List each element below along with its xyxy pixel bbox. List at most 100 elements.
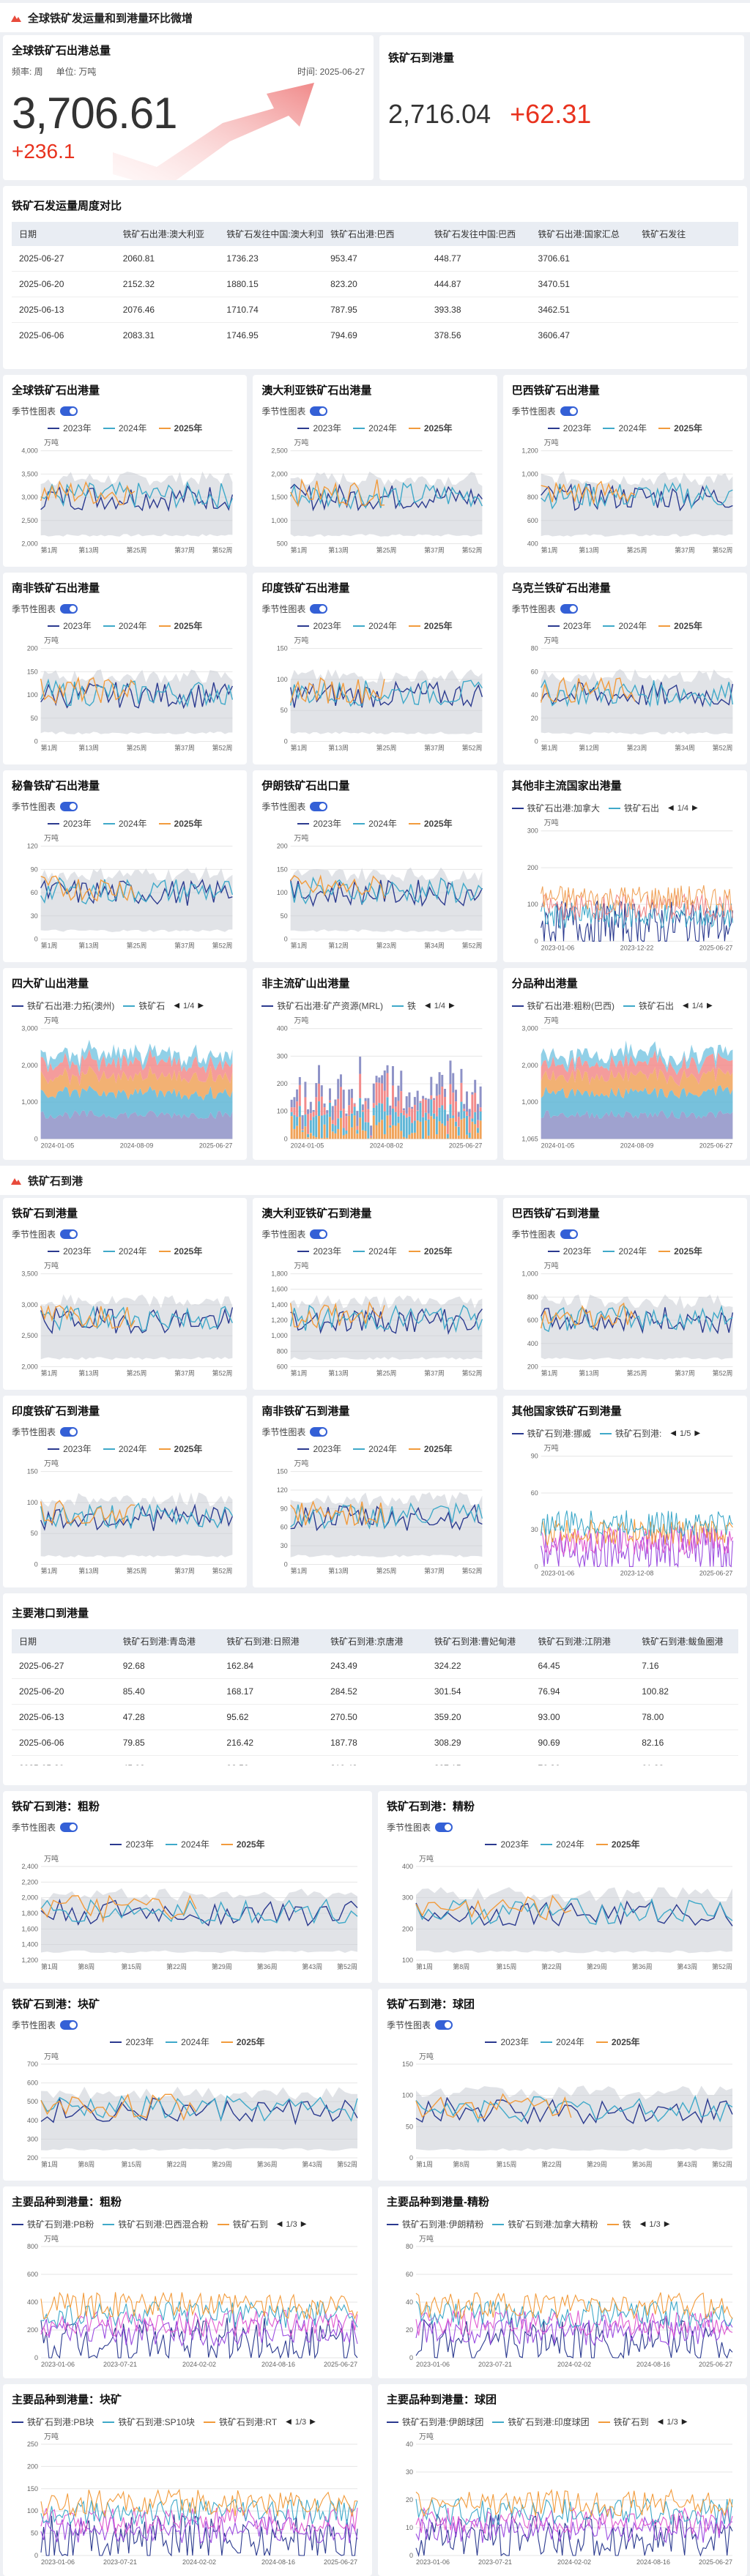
seasonal-toggle[interactable]: 季节性图表 [12,405,238,417]
next-page-icon[interactable]: ▶ [449,1002,455,1010]
seasonal-toggle[interactable]: 季节性图表 [12,603,238,615]
toggle-switch[interactable] [60,1427,78,1437]
legend-item-2024[interactable]: 2024年 [541,1838,584,1850]
chart-legend[interactable]: 铁矿石出港:矿产资源(MRL)铁◀1/4▶ [261,999,488,1012]
chart-plot[interactable]: 1,000800600400200第1周第13周第25周第37周第52周 [512,1270,738,1380]
chart-plot[interactable]: 200150100500第1周第12周第23周第34周第52周 [261,843,488,953]
legend-pager[interactable]: ◀1/3▶ [277,2218,307,2230]
legend-item-2023[interactable]: 2023年 [297,619,341,632]
next-page-icon[interactable]: ▶ [301,2220,307,2228]
seasonal-toggle[interactable]: 季节性图表 [12,1228,238,1240]
legend-item-2023[interactable]: 2023年 [48,422,92,434]
prev-page-icon[interactable]: ◀ [425,1002,431,1010]
chart-plot[interactable]: 2,5002,0001,5001,000500第1周第13周第25周第37周第5… [261,447,488,557]
legend-pager[interactable]: ◀1/3▶ [286,2416,316,2428]
chart-plot[interactable]: 200150100500第1周第13周第25周第37周第52周 [12,645,238,755]
legend-item[interactable]: 铁矿石出港:力拓(澳州) [12,999,114,1012]
prev-page-icon[interactable]: ◀ [640,2220,646,2228]
prev-page-icon[interactable]: ◀ [658,2418,664,2426]
table-header-cell[interactable]: 铁矿石到港:青岛港 [116,1629,220,1653]
next-page-icon[interactable]: ▶ [707,1002,713,1010]
legend-item[interactable]: 铁 [392,999,416,1012]
toggle-switch[interactable] [310,406,327,416]
seasonal-toggle[interactable]: 季节性图表 [12,800,238,813]
chart-plot[interactable]: 1,2001,000800600400第1周第13周第25周第37周第52周 [512,447,738,557]
toggle-switch[interactable] [60,406,78,416]
chart-legend[interactable]: 铁矿石到港:PB粉铁矿石到港:巴西混合粉铁矿石到◀1/3▶ [12,2218,363,2230]
legend-item-2024[interactable]: 2024年 [103,422,147,434]
chart-plot[interactable]: 150100500第1周第13周第25周第37周第52周 [261,645,488,755]
toggle-switch[interactable] [435,1823,453,1832]
chart-plot[interactable]: 1501209060300第1周第13周第25周第37周第52周 [261,1468,488,1578]
chart-legend[interactable]: 铁矿石到港:伊朗球团铁矿石到港:印度球团铁矿石到◀1/3▶ [387,2416,738,2428]
legend-item-2025[interactable]: 2025年 [409,422,453,434]
chart-legend[interactable]: 铁矿石到港:伊朗精粉铁矿石到港:加拿大精粉铁◀1/3▶ [387,2218,738,2230]
chart-plot[interactable]: 150100500第1周第13周第25周第37周第52周 [12,1468,238,1578]
chart-plot[interactable]: 1209060300第1周第13周第25周第37周第52周 [12,843,238,953]
legend-item[interactable]: 铁矿石出港:加拿大 [512,802,600,814]
table-header-cell[interactable]: 铁矿石出港:澳大利亚 [116,222,220,246]
seasonal-toggle[interactable]: 季节性图表 [512,405,738,417]
seasonal-toggle[interactable]: 季节性图表 [387,1821,738,1834]
legend-item-2023[interactable]: 2023年 [548,422,592,434]
next-page-icon[interactable]: ▶ [198,1002,204,1010]
toggle-switch[interactable] [60,1823,78,1832]
legend-pager[interactable]: ◀1/4▶ [425,999,455,1012]
toggle-switch[interactable] [310,802,327,811]
prev-page-icon[interactable]: ◀ [174,1002,179,1010]
legend-pager[interactable]: ◀1/4▶ [174,999,204,1012]
seasonal-toggle[interactable]: 季节性图表 [12,2019,363,2031]
legend-item-2023[interactable]: 2023年 [297,817,341,830]
chart-plot[interactable]: 806040200第1周第12周第23周第34周第52周 [512,645,738,755]
chart-plot[interactable]: 3,5003,0002,5002,000第1周第13周第25周第37周第52周 [12,1270,238,1380]
toggle-switch[interactable] [435,2020,453,2030]
chart-legend[interactable]: 铁矿石出港:加拿大铁矿石出◀1/4▶ [512,802,738,814]
legend-item-2025[interactable]: 2025年 [159,1245,203,1257]
seasonal-toggle[interactable]: 季节性图表 [261,405,488,417]
legend-item-2025[interactable]: 2025年 [596,2036,640,2048]
legend-item-2023[interactable]: 2023年 [110,2036,154,2048]
legend-pager[interactable]: ◀1/4▶ [683,999,713,1012]
legend-item-2023[interactable]: 2023年 [297,422,341,434]
table-row[interactable]: 2025-05-3045.0292.56219.43327.1576.3661.… [12,1756,738,1766]
legend-item[interactable]: 铁 [607,2218,631,2230]
legend-pager[interactable]: ◀1/3▶ [658,2416,688,2428]
legend-item-2023[interactable]: 2023年 [48,619,92,632]
legend-item-2024[interactable]: 2024年 [603,619,647,632]
chart-plot[interactable]: 4,0003,5003,0002,5002,000第1周第13周第25周第37周… [12,447,238,557]
legend-item-2025[interactable]: 2025年 [159,1443,203,1455]
legend-item-2024[interactable]: 2024年 [166,2036,209,2048]
seasonal-toggle[interactable]: 季节性图表 [261,800,488,813]
legend-item[interactable]: 铁矿石出港:粗粉(巴西) [512,999,615,1012]
legend-item-2024[interactable]: 2024年 [103,1245,147,1257]
legend-item-2024[interactable]: 2024年 [103,619,147,632]
chart-legend[interactable]: 铁矿石出港:粗粉(巴西) 铁矿石出 ◀1/4▶ [512,999,738,1012]
legend-item-2025[interactable]: 2025年 [409,1443,453,1455]
legend-item-2024[interactable]: 2024年 [353,1443,397,1455]
toggle-switch[interactable] [310,1229,327,1239]
toggle-switch[interactable] [560,1229,578,1239]
seasonal-toggle[interactable]: 季节性图表 [512,1228,738,1240]
legend-item-2025[interactable]: 2025年 [159,817,203,830]
prev-page-icon[interactable]: ◀ [683,1002,688,1010]
toggle-switch[interactable] [560,406,578,416]
legend-item[interactable]: 铁矿石出 [623,999,674,1012]
legend-item[interactable]: 铁矿石到港:PB块 [12,2416,94,2428]
